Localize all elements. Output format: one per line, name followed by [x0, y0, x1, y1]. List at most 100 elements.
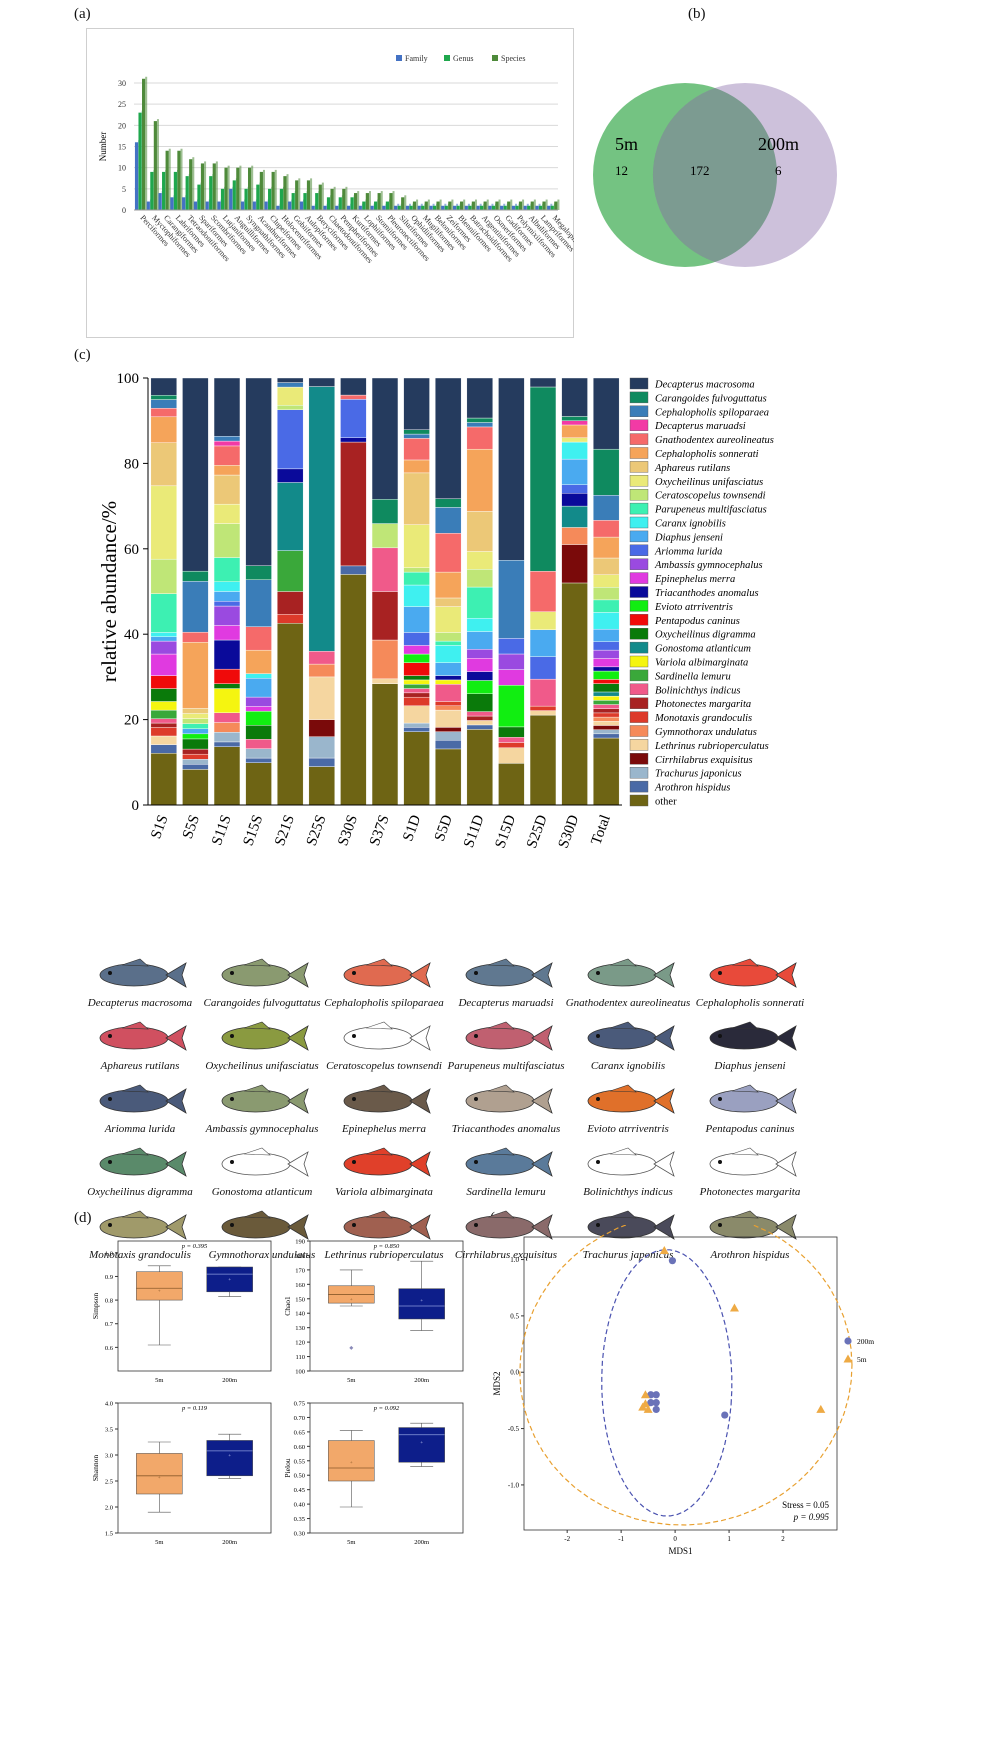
bar-family [488, 205, 492, 210]
legend-marker-200m [844, 1337, 852, 1345]
panel-label-c: (c) [74, 347, 91, 363]
stack-segment [593, 649, 620, 659]
stack-segment [340, 399, 367, 438]
legend-swatch [629, 558, 649, 570]
fish-body [587, 1152, 657, 1176]
legend-swatch-genus [444, 55, 450, 61]
x-tick-label: S37S [367, 813, 393, 848]
fish-eye [352, 1097, 356, 1101]
legend-label: Lethrinus rubrioperculatus [654, 741, 769, 752]
fish-card: Diaphus jenseni [680, 1018, 820, 1084]
y-tick-label: 30 [118, 79, 126, 88]
stack-segment [435, 740, 462, 750]
fish-body [587, 1089, 657, 1113]
y-tick-label: 0.9 [105, 1274, 113, 1281]
stack-segment [435, 645, 462, 663]
y-tick-label: 160 [295, 1282, 305, 1289]
stack-segment [403, 567, 430, 573]
legend-swatch [629, 488, 649, 501]
stack-segment [498, 377, 525, 561]
legend-swatch [629, 780, 649, 793]
x-tick-label: 200m [222, 1377, 237, 1384]
fish-species-name: Cirrhilabrus exquisitus [454, 1249, 558, 1261]
stack-segment [403, 606, 430, 633]
bar-depth-side [498, 199, 501, 210]
box-200m [398, 1288, 445, 1320]
x-axis-label: MDS1 [668, 1546, 692, 1556]
legend-swatch [629, 530, 649, 543]
x-tick-label: 5m [155, 1539, 163, 1546]
bar-genus [456, 205, 460, 210]
legend-swatch [629, 475, 649, 487]
fish-fin [365, 958, 393, 967]
stack-segment [466, 720, 493, 726]
fish-body [99, 1026, 169, 1050]
bar-depth-side [439, 199, 442, 210]
fish-fin [609, 958, 637, 967]
stack-segment [213, 440, 241, 447]
bar-species [224, 167, 228, 210]
fish-tail [409, 1151, 431, 1177]
boxplot-frame [117, 1402, 272, 1534]
fish-eye [596, 971, 600, 975]
scatter-frame [523, 1236, 838, 1531]
stack-segment [182, 718, 209, 724]
bar-depth-side [227, 165, 230, 210]
stack-segment [435, 632, 462, 642]
x-tick-label: S30S [335, 813, 361, 848]
stack-segment [561, 505, 588, 528]
stack-segment [498, 726, 525, 738]
depth-venn-diagram: 5m 12 200m 6 172 [593, 83, 837, 267]
stack-segment [466, 448, 493, 512]
bar-family [511, 205, 516, 210]
fish-card: Ceratoscopelus townsendi [314, 1018, 454, 1084]
fish-eye [108, 971, 112, 975]
fish-species-name: Variola albimarginata [335, 1186, 433, 1198]
bar-species [200, 163, 205, 210]
fish-illustration [221, 1147, 309, 1177]
fish-tail [775, 1025, 797, 1051]
stack-segment [213, 445, 241, 466]
legend-label: Variola albimarginata [655, 658, 748, 669]
y-tick-label: 5 [122, 185, 126, 194]
bar-genus [173, 171, 177, 210]
stack-segment [593, 557, 620, 575]
stack-segment [182, 708, 209, 714]
stack-segment [561, 544, 588, 584]
x-tick-label: 5m [155, 1377, 163, 1384]
stack-segment [213, 683, 241, 689]
stack-segment [213, 436, 241, 442]
bar-depth-side [204, 161, 207, 210]
fish-tail [775, 1088, 797, 1114]
bar-species [142, 78, 146, 210]
stack-segment [371, 547, 399, 592]
bar-family [229, 188, 233, 210]
fish-fin [121, 1147, 149, 1156]
y-tick-label: 0.30 [294, 1531, 305, 1538]
stack-segment [435, 597, 462, 607]
fish-illustration [221, 1210, 309, 1240]
bar-depth-side [451, 199, 454, 210]
bar-family [311, 205, 315, 210]
y-tick-label: 0.55 [294, 1458, 305, 1465]
stack-segment [435, 507, 462, 534]
fish-fin [609, 1021, 637, 1030]
venn-set-label-200m: 200m [758, 134, 799, 154]
bar-depth-side [522, 199, 525, 210]
stack-segment [593, 448, 620, 496]
stack-segment [593, 733, 620, 739]
bar-species [259, 171, 263, 210]
panel-label-b: (b) [688, 6, 706, 22]
stack-segment [466, 426, 493, 450]
bar-species [448, 201, 452, 210]
fish-body [709, 1089, 779, 1113]
bar-species [518, 201, 523, 210]
fish-card: Gnathodentex aureolineatus [558, 955, 698, 1021]
y-tick-label: 2.0 [105, 1505, 113, 1512]
stack-segment [182, 570, 209, 582]
bar-depth-side [368, 191, 371, 210]
x-tick-label: S21S [272, 813, 298, 848]
p-value-label: p = 0.850 [373, 1243, 400, 1250]
box-5m [328, 1440, 375, 1482]
bar-genus [468, 205, 472, 210]
